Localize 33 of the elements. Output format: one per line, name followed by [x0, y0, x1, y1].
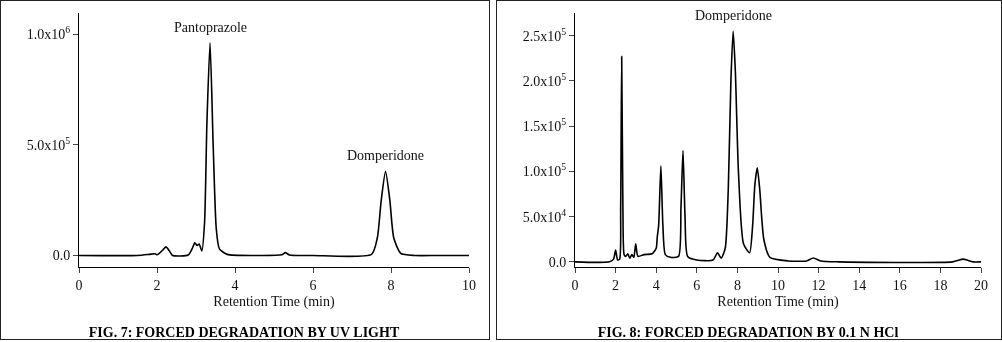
x-tick-label: 10 [771, 277, 785, 293]
y-tick-label: 2.5x10$^{5}$ [522, 25, 567, 44]
y-tick-label: 1.0x10$^{5}$ [522, 161, 567, 180]
text: FIG. 8: FORCED DEGRADATION BY 0.1 N HCl [597, 325, 899, 341]
x-tick-label: 16 [892, 277, 907, 293]
text: FIG. 7: FORCED DEGRADATION BY UV LIGHT [88, 325, 400, 341]
x-tick-label: 18 [933, 277, 948, 293]
annotation: Domperidone [695, 8, 772, 23]
y-tick-label: 1.0x10$^{6}$ [26, 24, 71, 42]
x-tick-label: 2 [153, 277, 161, 293]
x-tick-label: 4 [652, 277, 660, 293]
x-tick-label: 14 [852, 277, 867, 293]
x-tick-label: 20 [974, 277, 988, 293]
y-tick-label: 2.0x10$^{5}$ [522, 70, 567, 89]
y-tick-label: 5.0x10$^{5}$ [26, 134, 71, 153]
x-tick-label: 6 [693, 277, 701, 293]
x-tick-label: 4 [231, 277, 239, 293]
x-axis-title: Retention Time (min) [717, 294, 839, 311]
x-tick-label: 0 [75, 277, 83, 293]
annotation: Pantoprazole [174, 20, 248, 35]
x-tick-label: 8 [387, 277, 395, 293]
x-tick-label: 2 [612, 277, 620, 293]
x-tick-label: 8 [733, 277, 741, 293]
annotation: Domperidone [347, 148, 424, 163]
x-tick-label: 6 [309, 277, 317, 293]
x-tick-label: 0 [571, 277, 579, 293]
y-tick-label: 1.5x10$^{5}$ [522, 116, 567, 135]
y-tick-label: 0.0 [548, 254, 567, 270]
y-tick-label: 0.0 [52, 248, 71, 264]
x-tick-label: 12 [811, 277, 826, 293]
x-axis-title: Retention Time (min) [213, 294, 335, 311]
x-tick-label: 10 [462, 277, 476, 293]
y-tick-label: 5.0x10$^{4}$ [522, 206, 567, 225]
